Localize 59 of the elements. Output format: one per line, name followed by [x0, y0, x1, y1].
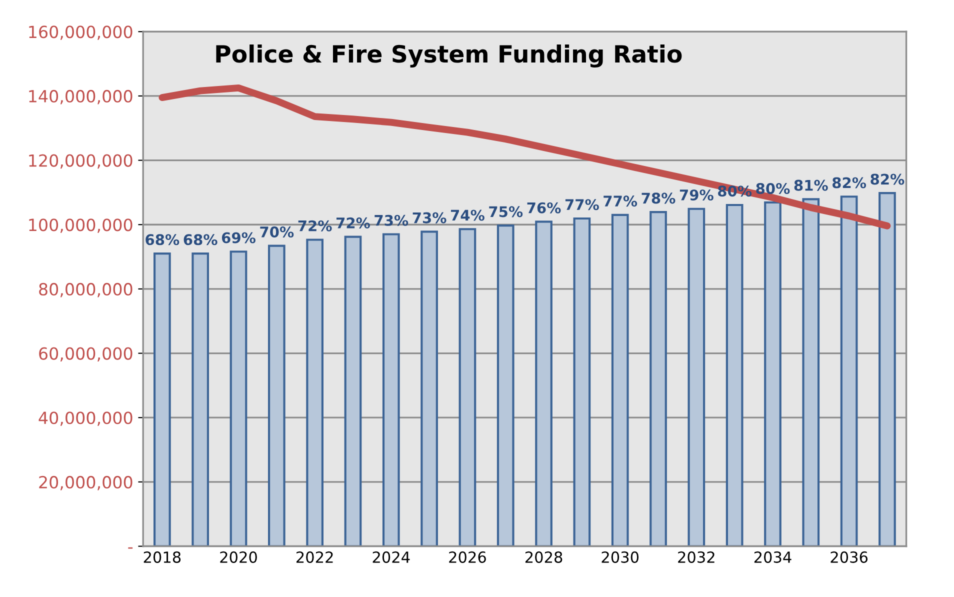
annotation: 81% [794, 180, 828, 191]
annotation: 79% [680, 189, 714, 200]
bar [802, 198, 820, 546]
x-tick-label: 2028 [525, 551, 562, 563]
bar [192, 252, 210, 546]
annotation: 72% [298, 220, 332, 232]
bar [154, 252, 171, 546]
x-tick-label: 2026 [449, 551, 486, 563]
annotation: 75% [489, 206, 523, 218]
bar [344, 236, 362, 546]
annotation: 68% [146, 234, 180, 246]
y-tick-label: 120,000,000 [29, 154, 132, 169]
annotation: 77% [565, 199, 599, 210]
bar [840, 196, 858, 546]
bar [496, 224, 514, 546]
annotation: 73% [374, 214, 408, 226]
annotation: 72% [336, 217, 370, 228]
annotation: 73% [412, 212, 446, 224]
y-tick-label: - [128, 547, 133, 549]
annotation: 68% [184, 234, 218, 246]
bar [688, 208, 706, 546]
x-tick-label: 2022 [296, 551, 333, 563]
bar [878, 192, 896, 546]
annotation: 77% [604, 196, 638, 207]
x-tick-label: 2024 [372, 551, 410, 563]
annotation: 82% [832, 177, 866, 188]
x-tick-label: 2032 [678, 551, 714, 563]
y-tick-label: 140,000,000 [29, 90, 132, 104]
bar [650, 211, 667, 546]
bar [764, 201, 782, 546]
annotation: 78% [642, 192, 676, 204]
x-tick-label: 2036 [830, 551, 868, 563]
annotation: 74% [450, 210, 484, 221]
annotation: 82% [870, 174, 904, 185]
annotation: 76% [527, 202, 561, 214]
annotation: 69% [222, 232, 256, 244]
x-tick-label: 2020 [220, 551, 257, 563]
y-tick-label: 160,000,000 [29, 26, 132, 40]
y-tick-label: 100,000,000 [29, 218, 132, 233]
bar [611, 214, 629, 546]
y-tick-label: 60,000,000 [39, 347, 132, 362]
text: Police & Fire System Funding Ratio [216, 44, 682, 68]
bar [382, 233, 400, 546]
bar [268, 244, 286, 546]
y-tick-label: 20,000,000 [39, 476, 132, 490]
x-tick-label: 2018 [144, 551, 181, 563]
bar [535, 220, 552, 546]
bar [573, 217, 591, 546]
annotation: 70% [260, 226, 294, 238]
bar [420, 230, 438, 546]
x-tick-label: 2030 [602, 551, 639, 563]
bar [230, 250, 248, 546]
x-tick-label: 2034 [754, 551, 792, 563]
y-tick-label: 80,000,000 [39, 282, 132, 298]
bar [306, 238, 324, 546]
y-tick-label: 40,000,000 [38, 412, 132, 426]
bar [726, 204, 744, 546]
annotation: 80% [756, 183, 790, 194]
bar [458, 228, 476, 546]
